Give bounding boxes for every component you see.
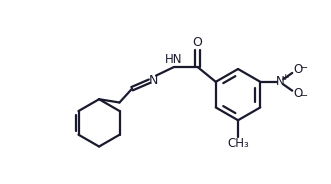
Text: HN: HN [165,53,183,66]
Text: +: + [281,73,288,82]
Text: −: − [300,63,308,73]
Text: CH₃: CH₃ [227,137,249,150]
Text: N: N [276,75,284,88]
Text: N: N [149,74,158,87]
Text: −: − [300,91,308,101]
Text: O: O [293,63,303,77]
Text: O: O [293,87,303,100]
Text: O: O [193,36,203,49]
